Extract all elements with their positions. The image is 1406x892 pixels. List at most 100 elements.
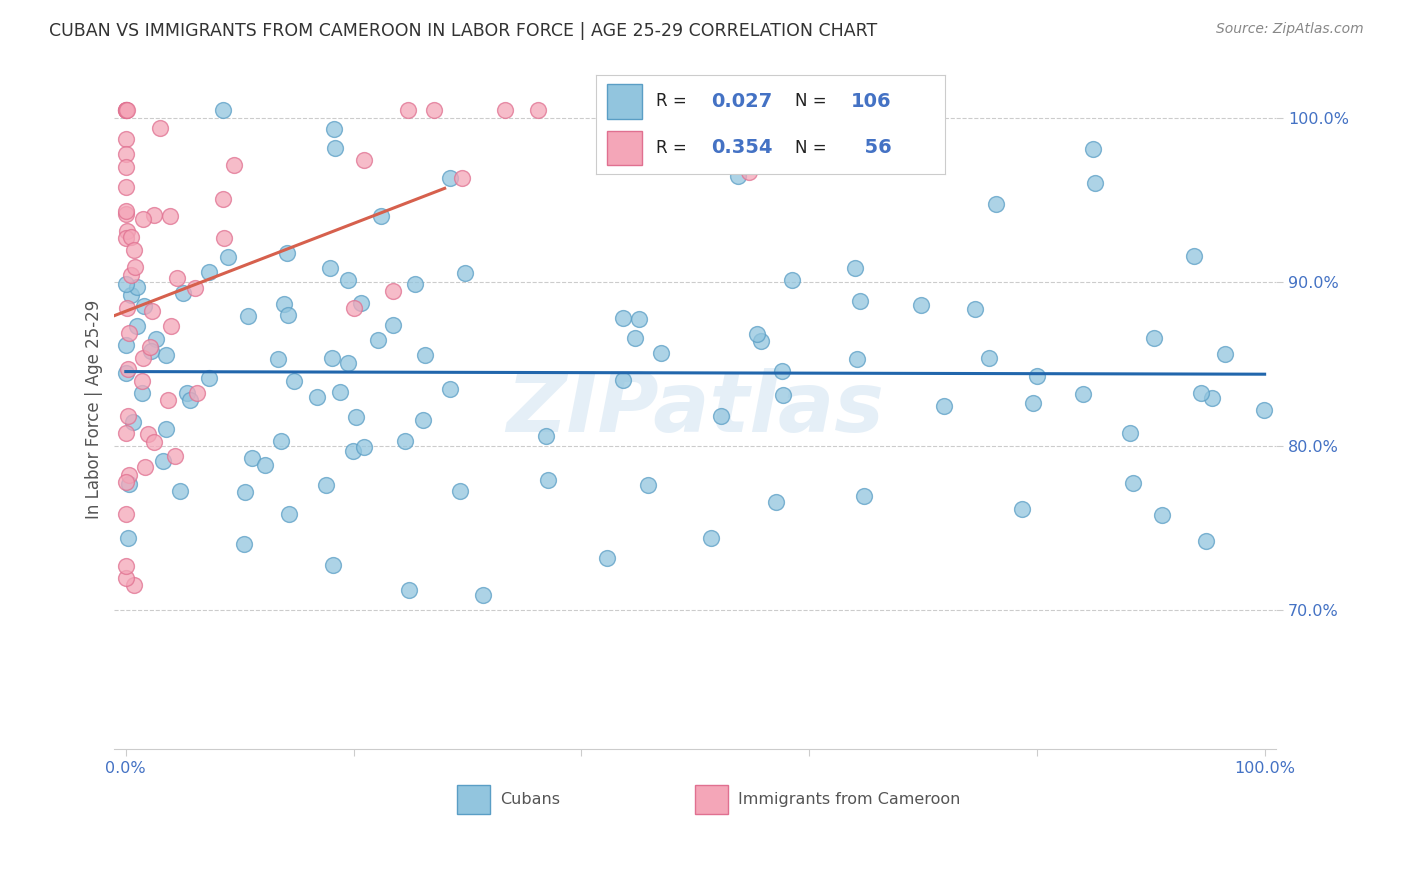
Point	[115, 508, 138, 522]
Point	[224, 158, 246, 172]
Point	[627, 311, 650, 326]
Point	[342, 444, 364, 458]
Point	[141, 303, 163, 318]
Point	[117, 301, 139, 315]
Point	[439, 171, 461, 186]
Point	[114, 147, 136, 161]
Point	[1182, 249, 1205, 263]
Point	[159, 209, 181, 223]
Point	[772, 388, 794, 402]
Point	[131, 385, 153, 400]
Text: Source: ZipAtlas.com: Source: ZipAtlas.com	[1216, 22, 1364, 37]
Point	[848, 293, 870, 308]
Point	[315, 477, 337, 491]
Point	[277, 507, 299, 521]
Point	[932, 399, 955, 413]
Point	[1150, 508, 1173, 522]
Point	[526, 103, 548, 117]
Point	[984, 196, 1007, 211]
Point	[114, 180, 136, 194]
Point	[1122, 475, 1144, 490]
Point	[233, 536, 256, 550]
Point	[273, 296, 295, 310]
Point	[266, 351, 288, 366]
Point	[1073, 386, 1095, 401]
Point	[1143, 331, 1166, 345]
Point	[910, 298, 932, 312]
Point	[131, 374, 153, 388]
Point	[322, 558, 344, 572]
Point	[1083, 142, 1105, 156]
Point	[115, 231, 138, 245]
Point	[439, 382, 461, 396]
Point	[534, 428, 557, 442]
Point	[115, 426, 138, 441]
Point	[117, 409, 139, 424]
Point	[114, 132, 136, 146]
Point	[353, 153, 375, 168]
Point	[114, 160, 136, 174]
Point	[115, 277, 138, 292]
Point	[353, 440, 375, 454]
Point	[122, 578, 145, 592]
Point	[136, 426, 159, 441]
Point	[738, 165, 761, 179]
Point	[132, 351, 155, 365]
Point	[114, 103, 136, 117]
Point	[115, 207, 138, 221]
Point	[329, 385, 352, 400]
Text: CUBAN VS IMMIGRANTS FROM CAMEROON IN LABOR FORCE | AGE 25-29 CORRELATION CHART: CUBAN VS IMMIGRANTS FROM CAMEROON IN LAB…	[49, 22, 877, 40]
Point	[845, 352, 868, 367]
Point	[114, 103, 136, 117]
Point	[115, 338, 138, 352]
Point	[157, 393, 180, 408]
Point	[472, 588, 495, 602]
Point	[710, 409, 733, 423]
Point	[127, 280, 149, 294]
Point	[453, 266, 475, 280]
Point	[277, 308, 299, 322]
Point	[283, 374, 305, 388]
Point	[152, 454, 174, 468]
Point	[115, 103, 138, 117]
Point	[120, 288, 142, 302]
Point	[343, 301, 366, 315]
Point	[1189, 386, 1212, 401]
Point	[270, 434, 292, 448]
FancyBboxPatch shape	[695, 785, 728, 814]
Point	[596, 551, 619, 566]
Point	[612, 311, 634, 326]
Point	[381, 318, 404, 333]
Point	[319, 261, 342, 276]
Point	[117, 531, 139, 545]
Point	[172, 286, 194, 301]
Point	[115, 571, 138, 585]
Point	[143, 435, 166, 450]
Point	[727, 169, 749, 183]
Point	[415, 347, 437, 361]
Point	[307, 391, 329, 405]
Point	[117, 224, 139, 238]
Point	[1213, 347, 1236, 361]
Point	[163, 450, 186, 464]
Point	[125, 318, 148, 333]
Point	[122, 415, 145, 429]
Point	[404, 277, 426, 291]
Point	[139, 340, 162, 354]
Point	[118, 468, 141, 483]
Point	[176, 385, 198, 400]
Point	[780, 273, 803, 287]
Point	[118, 477, 141, 491]
Point	[650, 346, 672, 360]
Point	[412, 413, 434, 427]
Point	[186, 386, 208, 401]
Point	[122, 243, 145, 257]
Point	[770, 364, 793, 378]
Point	[350, 296, 373, 310]
Point	[451, 171, 474, 186]
Point	[449, 484, 471, 499]
Point	[494, 103, 516, 117]
Point	[124, 260, 146, 274]
Point	[169, 484, 191, 499]
Point	[1119, 426, 1142, 441]
